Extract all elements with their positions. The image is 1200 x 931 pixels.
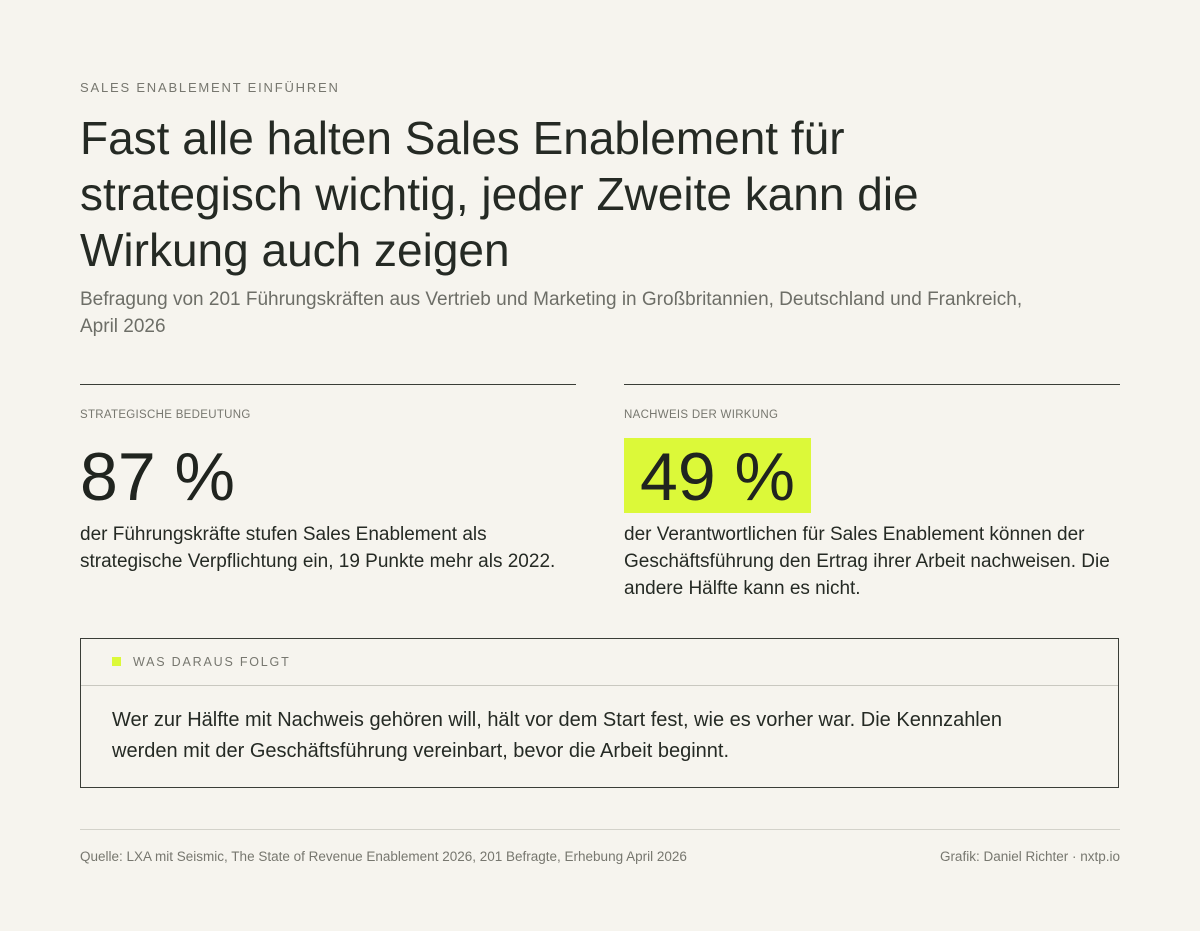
stat-proof-of-impact: NACHWEIS DER WIRKUNG 49 % der Verantwort… xyxy=(624,384,1120,599)
stat-label: STRATEGISCHE BEDEUTUNG xyxy=(80,409,251,421)
graphic-credit: Grafik: Daniel Richter · nxtp.io xyxy=(939,849,1120,864)
takeaway-header: WAS DARAUS FOLGT xyxy=(81,639,1118,686)
stat-strategic-importance: STRATEGISCHE BEDEUTUNG 87 % der Führungs… xyxy=(80,384,576,572)
stat-description: der Führungskräfte stufen Sales Enableme… xyxy=(80,524,556,572)
stat-label: NACHWEIS DER WIRKUNG xyxy=(624,409,779,421)
stat-value: 87 % xyxy=(80,439,235,515)
stat-value-highlighted: 49 % xyxy=(624,438,811,515)
footer-divider xyxy=(80,829,1120,830)
page-subtitle: Befragung von 201 Führungskräften aus Ve… xyxy=(80,289,1023,337)
kicker: SALES ENABLEMENT EINFÜHREN xyxy=(80,80,340,95)
page-title: Fast alle halten Sales Enablement für st… xyxy=(80,112,919,276)
takeaway-text: Wer zur Hälfte mit Nachweis gehören will… xyxy=(112,709,1002,762)
takeaway-box: WAS DARAUS FOLGT Wer zur Hälfte mit Nach… xyxy=(80,638,1119,788)
source-note: Quelle: LXA mit Seismic, The State of Re… xyxy=(80,849,687,864)
square-marker-icon xyxy=(112,657,121,666)
stat-description: der Verantwortlichen für Sales Enablemen… xyxy=(624,524,1110,599)
takeaway-label: WAS DARAUS FOLGT xyxy=(133,655,291,669)
